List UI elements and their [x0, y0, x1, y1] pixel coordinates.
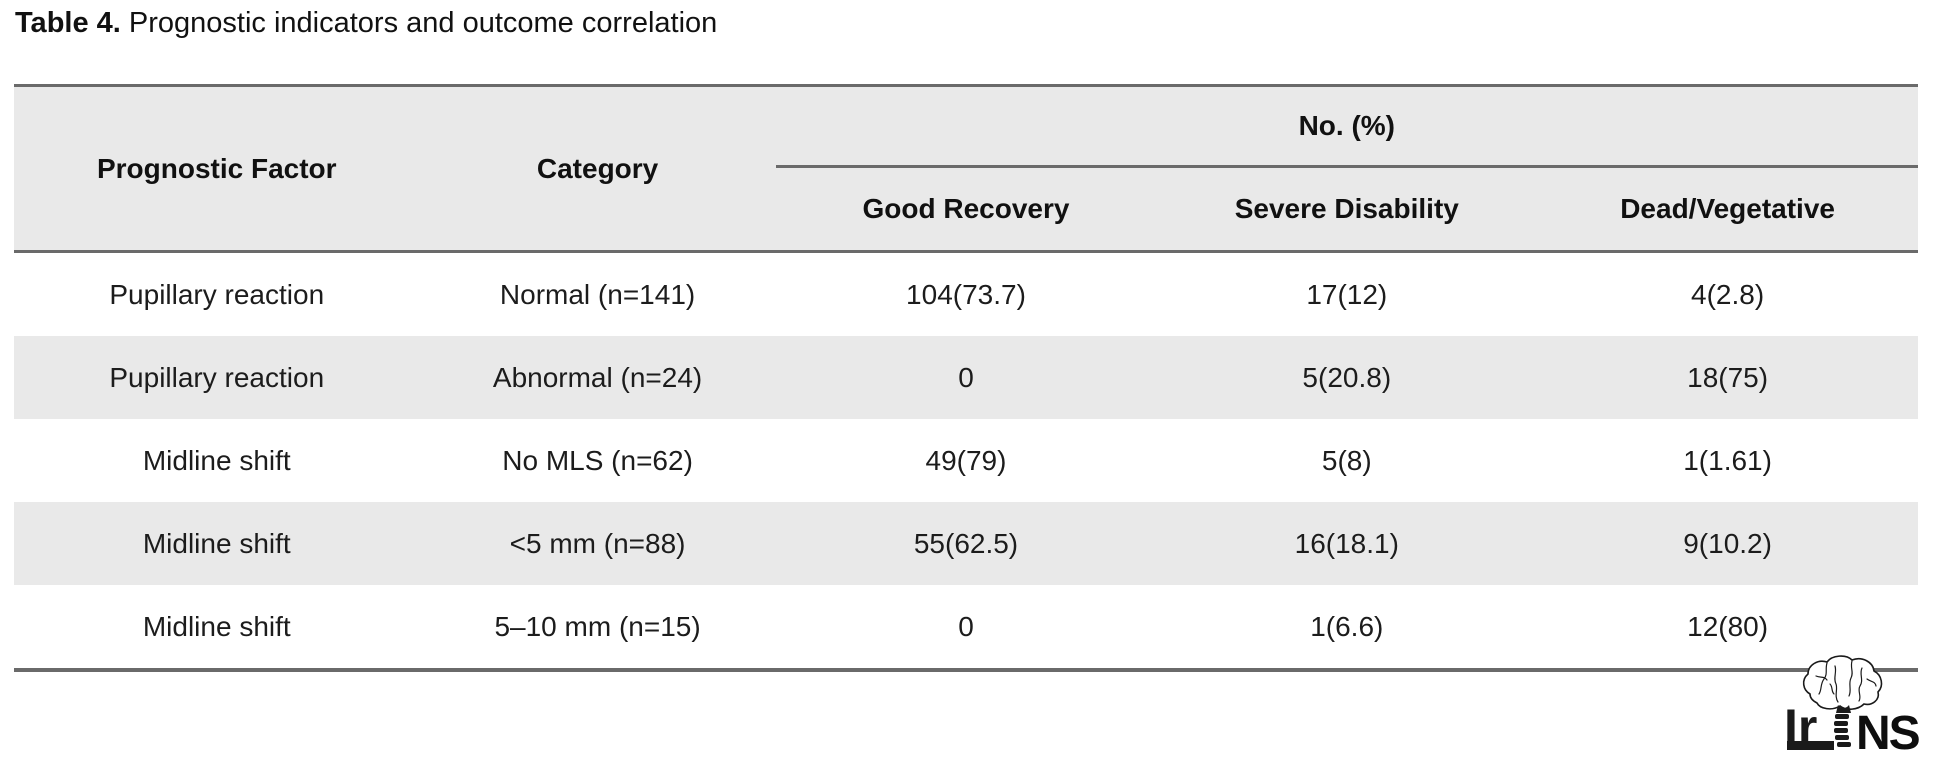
cell-category: 5–10 mm (n=15)	[494, 610, 701, 642]
cell-factor: Pupillary reaction	[109, 278, 325, 310]
logo-ns-text: NS	[1856, 707, 1920, 759]
prognostic-indicators-table: Prognostic Factor Category No. (%) Good …	[14, 84, 1918, 672]
table-body: Pupillary reaction Normal (n=141) 104(73…	[14, 252, 1918, 671]
cell-good-recovery: 49(79)	[925, 444, 1007, 476]
cell-dead-vegetative: 9(10.2)	[1683, 527, 1772, 559]
cell-factor: Midline shift	[142, 610, 291, 642]
cell-factor: Midline shift	[142, 444, 291, 476]
cell-dead-vegetative: 12(80)	[1687, 610, 1769, 642]
col-header-good-recovery: Good Recovery	[775, 166, 1157, 253]
cell-good-recovery: 0	[958, 361, 974, 393]
header-group-row: Prognostic Factor Category No. (%)	[14, 85, 1918, 253]
table-caption-label: Table 4.	[15, 7, 121, 39]
table-caption-text: Prognostic indicators and outcome correl…	[120, 7, 718, 39]
cell-good-recovery: 104(73.7)	[906, 278, 1026, 310]
cell-good-recovery: 0	[958, 610, 974, 642]
table-row: Pupillary reaction Normal (n=141) 104(73…	[14, 252, 1918, 337]
cell-good-recovery: 55(62.5)	[913, 527, 1019, 559]
col-header-category: Category	[419, 85, 776, 253]
brain-spine-logo-icon: Ir NS	[1784, 655, 1922, 760]
cell-severe-disability: 1(6.6)	[1310, 610, 1384, 642]
cell-category: Abnormal (n=24)	[492, 361, 703, 393]
header-sub-row: Good Recovery Severe Disability Dead/Veg…	[14, 166, 1918, 253]
table-row: Midline shift <5 mm (n=88) 55(62.5) 16(1…	[14, 502, 1918, 585]
table-row: Midline shift 5–10 mm (n=15) 0 1(6.6) 12…	[14, 585, 1918, 670]
col-header-dead-vegetative: Dead/Vegetative	[1537, 166, 1918, 253]
col-header-no-percent-group: No. (%)	[775, 85, 1918, 168]
cell-factor: Pupillary reaction	[109, 361, 325, 393]
cell-severe-disability: 17(12)	[1306, 278, 1388, 310]
cell-dead-vegetative: 1(1.61)	[1683, 444, 1772, 476]
cell-category: Normal (n=141)	[499, 278, 696, 310]
cell-category: <5 mm (n=88)	[509, 527, 686, 559]
table-header: Prognostic Factor Category No. (%) Good …	[14, 85, 1918, 253]
col-header-severe-disability: Severe Disability	[1156, 166, 1538, 253]
cell-factor: Midline shift	[142, 527, 291, 559]
cell-dead-vegetative: 4(2.8)	[1691, 278, 1765, 310]
cell-severe-disability: 5(20.8)	[1302, 361, 1392, 393]
table-caption: Table 4. Prognostic indicators and outco…	[15, 7, 717, 40]
cell-severe-disability: 16(18.1)	[1294, 527, 1399, 559]
col-header-prognostic-factor: Prognostic Factor	[14, 85, 420, 253]
journal-logo: Ir NS	[1772, 654, 1922, 762]
table-row: Pupillary reaction Abnormal (n=24) 0 5(2…	[14, 336, 1918, 419]
cell-dead-vegetative: 18(75)	[1687, 361, 1769, 393]
cell-severe-disability: 5(8)	[1321, 444, 1372, 476]
table-row: Midline shift No MLS (n=62) 49(79) 5(8) …	[14, 419, 1918, 502]
cell-category: No MLS (n=62)	[502, 444, 693, 476]
